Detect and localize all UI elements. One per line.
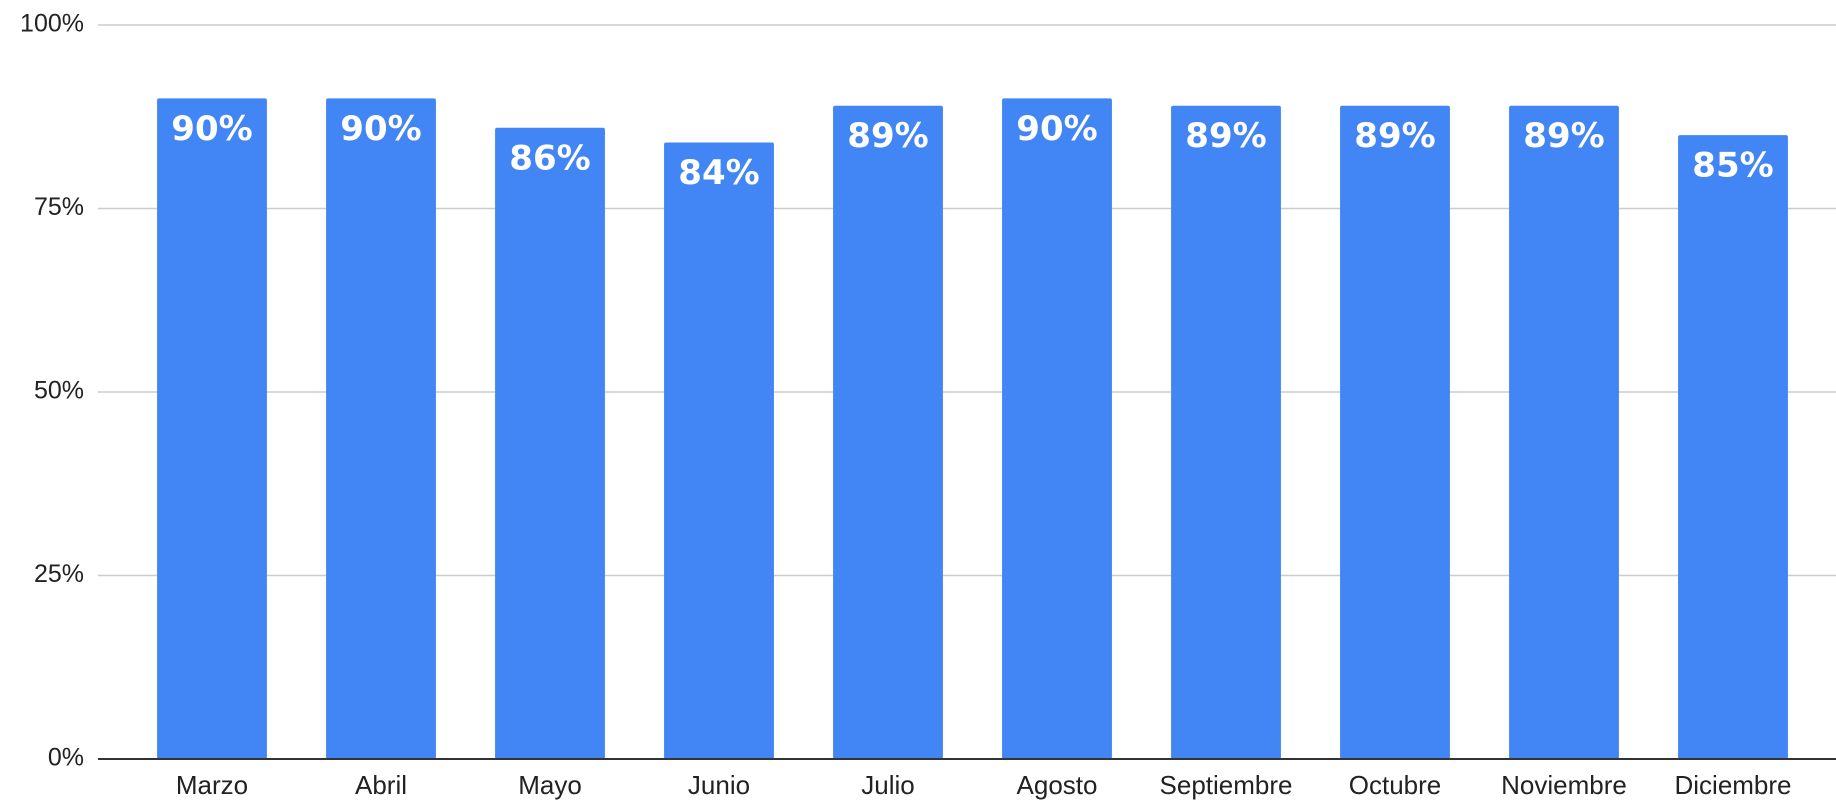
value-label: 90% xyxy=(171,109,252,149)
x-tick-label: Marzo xyxy=(176,770,248,800)
value-label: 89% xyxy=(1354,116,1435,156)
bar xyxy=(157,98,267,759)
x-tick-label: Septiembre xyxy=(1160,770,1293,800)
x-tick-label: Agosto xyxy=(1017,770,1098,800)
value-label: 84% xyxy=(678,153,759,193)
y-tick-label: 75% xyxy=(34,193,84,221)
y-tick-label: 100% xyxy=(20,10,84,38)
x-tick-label: Octubre xyxy=(1349,770,1442,800)
bar xyxy=(1678,135,1788,760)
bar xyxy=(1340,105,1450,760)
x-tick-label: Abril xyxy=(355,770,407,800)
bar xyxy=(833,105,943,760)
x-tick-label: Diciembre xyxy=(1674,770,1791,800)
value-label: 85% xyxy=(1692,146,1773,186)
bar xyxy=(495,127,605,759)
x-tick-label: Junio xyxy=(688,770,750,800)
bar xyxy=(1002,98,1112,759)
value-label: 90% xyxy=(1016,109,1097,149)
value-label: 89% xyxy=(847,116,928,156)
y-tick-label: 25% xyxy=(34,560,84,588)
bar xyxy=(1171,105,1281,760)
value-label: 89% xyxy=(1523,116,1604,156)
x-tick-label: Noviembre xyxy=(1501,770,1627,800)
bar xyxy=(664,142,774,759)
value-label: 86% xyxy=(509,138,590,178)
x-tick-label: Julio xyxy=(861,770,914,800)
value-label: 90% xyxy=(340,109,421,149)
value-label: 89% xyxy=(1185,116,1266,156)
y-tick-label: 50% xyxy=(34,377,84,405)
bar xyxy=(326,98,436,759)
bar xyxy=(1509,105,1619,760)
y-tick-label: 0% xyxy=(48,744,84,772)
x-tick-label: Mayo xyxy=(518,770,582,800)
